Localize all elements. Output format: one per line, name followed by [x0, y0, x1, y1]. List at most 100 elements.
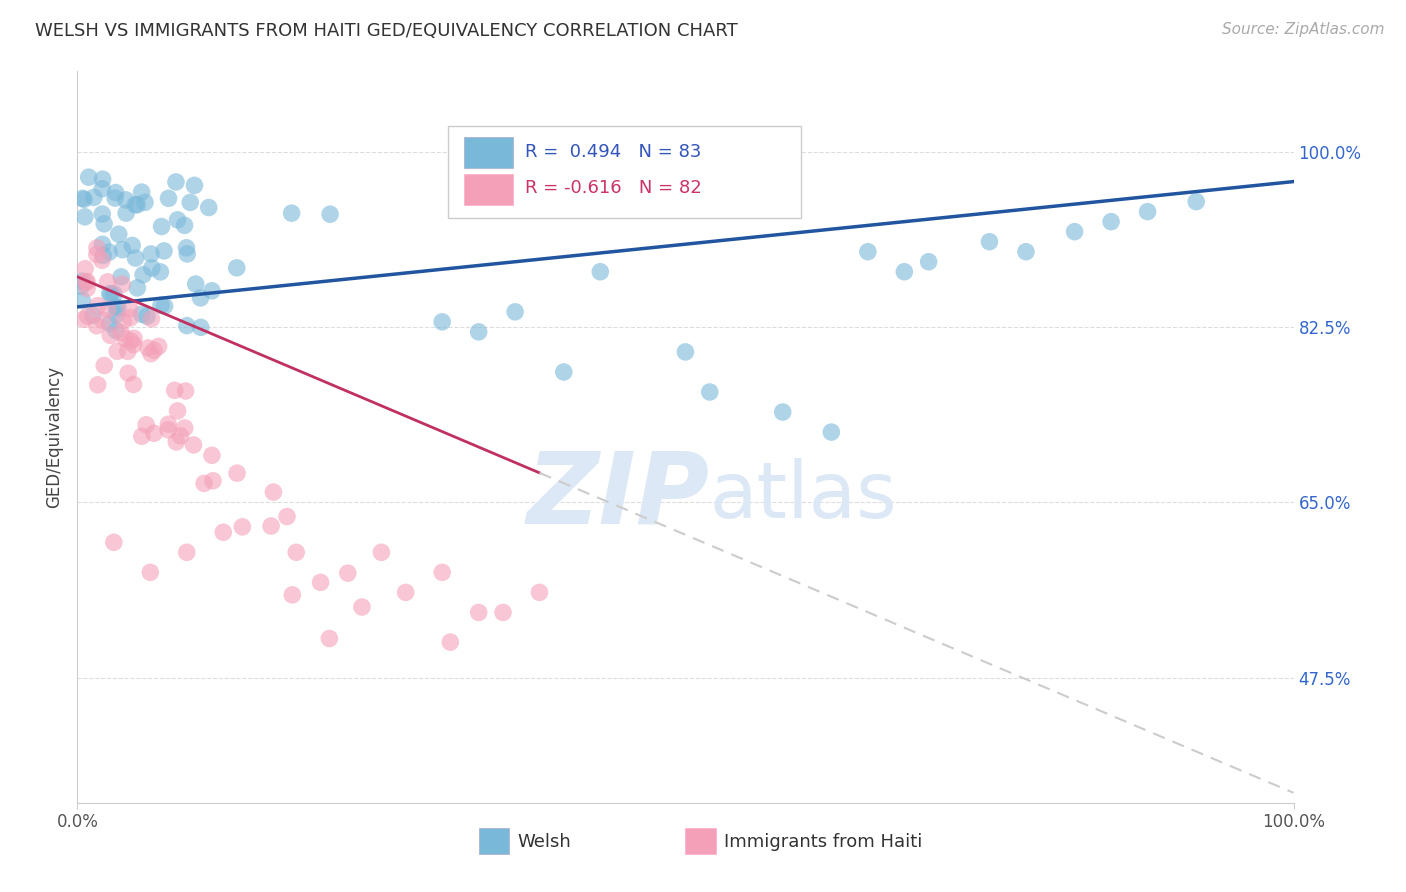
- Point: [1136, 204, 1159, 219]
- Point: [120, 334, 142, 348]
- Text: WELSH VS IMMIGRANTS FROM HAITI GED/EQUIVALENCY CORRELATION CHART: WELSH VS IMMIGRANTS FROM HAITI GED/EQUIV…: [35, 22, 738, 40]
- Bar: [464, 175, 513, 205]
- Point: [91, 313, 114, 327]
- Point: [91, 237, 114, 252]
- Point: [98, 286, 121, 301]
- Point: [98, 328, 121, 343]
- Point: [153, 299, 176, 313]
- Text: atlas: atlas: [710, 458, 897, 533]
- Point: [103, 535, 125, 549]
- Point: [76, 275, 98, 289]
- Text: Source: ZipAtlas.com: Source: ZipAtlas.com: [1222, 22, 1385, 37]
- Point: [118, 301, 141, 316]
- Point: [183, 178, 205, 193]
- Point: [225, 260, 247, 275]
- Bar: [686, 829, 716, 854]
- Point: [86, 318, 108, 333]
- Point: [82, 308, 104, 322]
- FancyBboxPatch shape: [449, 126, 801, 218]
- Point: [430, 315, 453, 329]
- Point: [370, 545, 392, 559]
- Point: [91, 253, 114, 268]
- Point: [165, 434, 187, 449]
- Point: [122, 331, 145, 345]
- Point: [157, 423, 180, 437]
- Point: [281, 588, 304, 602]
- Point: [280, 206, 302, 220]
- Point: [336, 566, 359, 581]
- Point: [77, 170, 100, 185]
- Point: [589, 265, 612, 279]
- Point: [201, 284, 224, 298]
- Point: [98, 317, 121, 331]
- Point: [529, 585, 551, 599]
- Point: [139, 566, 162, 580]
- Point: [110, 326, 132, 340]
- Point: [157, 191, 180, 205]
- Point: [166, 212, 188, 227]
- Point: [127, 198, 149, 212]
- Point: [83, 190, 105, 204]
- Point: [132, 268, 155, 282]
- Point: [73, 210, 96, 224]
- Point: [97, 275, 120, 289]
- Point: [262, 485, 284, 500]
- Point: [176, 545, 198, 559]
- Point: [918, 254, 941, 268]
- Text: R = -0.616   N = 82: R = -0.616 N = 82: [524, 179, 702, 197]
- Point: [166, 404, 188, 418]
- Text: ZIP: ZIP: [527, 447, 710, 544]
- Point: [117, 366, 139, 380]
- Point: [260, 519, 283, 533]
- Point: [73, 192, 96, 206]
- Point: [699, 384, 721, 399]
- Point: [201, 448, 224, 462]
- Point: [231, 520, 253, 534]
- Point: [395, 585, 418, 599]
- Point: [131, 185, 153, 199]
- Point: [104, 323, 127, 337]
- Point: [139, 347, 162, 361]
- Point: [285, 545, 308, 559]
- Point: [319, 207, 342, 221]
- Point: [150, 219, 173, 234]
- Point: [173, 219, 195, 233]
- Point: [124, 251, 146, 265]
- Point: [226, 466, 249, 480]
- Point: [87, 377, 110, 392]
- Point: [73, 312, 96, 326]
- Point: [174, 384, 197, 398]
- Point: [124, 198, 146, 212]
- Point: [131, 429, 153, 443]
- Point: [893, 265, 915, 279]
- Point: [112, 314, 135, 328]
- Point: [318, 632, 340, 646]
- Point: [153, 244, 176, 258]
- Point: [190, 291, 212, 305]
- Point: [176, 247, 198, 261]
- Point: [141, 260, 163, 275]
- Point: [201, 474, 224, 488]
- Point: [183, 438, 205, 452]
- Point: [105, 308, 128, 322]
- Point: [190, 320, 212, 334]
- Point: [1185, 194, 1208, 209]
- Point: [492, 606, 515, 620]
- Point: [439, 635, 461, 649]
- Point: [98, 245, 121, 260]
- Point: [91, 172, 114, 186]
- Point: [163, 384, 186, 398]
- Point: [430, 566, 453, 580]
- Point: [143, 426, 166, 441]
- Point: [165, 175, 187, 189]
- Point: [76, 281, 98, 295]
- Point: [111, 243, 134, 257]
- Point: [117, 344, 139, 359]
- Point: [134, 195, 156, 210]
- Point: [149, 265, 172, 279]
- Point: [139, 247, 162, 261]
- Point: [122, 337, 145, 351]
- Point: [87, 299, 110, 313]
- Point: [1015, 244, 1038, 259]
- Point: [276, 509, 298, 524]
